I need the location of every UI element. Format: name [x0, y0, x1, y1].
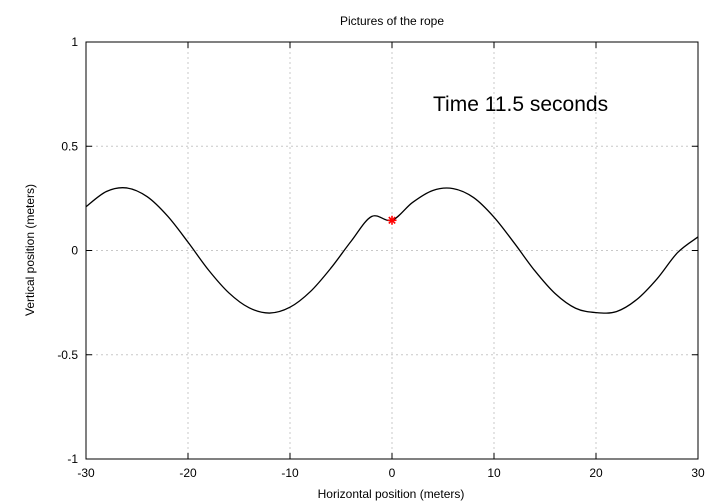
- tracked-point-marker: [387, 215, 397, 225]
- x-tick-label: 10: [487, 466, 501, 480]
- y-tick-label: 1: [71, 35, 78, 49]
- x-tick-label: 30: [691, 466, 705, 480]
- y-tick-label: 0: [71, 244, 78, 258]
- grid-lines: [86, 42, 698, 459]
- plot-area-frame: [85, 41, 699, 460]
- marker-stroke: [388, 216, 396, 225]
- y-tick-label: -0.5: [57, 348, 78, 362]
- chart-title: Pictures of the rope: [340, 14, 444, 28]
- x-axis-label: Horizontal position (meters): [318, 487, 465, 501]
- time-annotation: Time 11.5 seconds: [433, 93, 608, 116]
- y-tick-label: 0.5: [61, 139, 78, 153]
- x-tick-label: -20: [179, 466, 197, 480]
- y-tick-label: -1: [67, 452, 78, 466]
- x-tick-label: -10: [281, 466, 299, 480]
- y-axis-label: Vertical position (meters): [23, 184, 37, 316]
- x-tick-label: -30: [77, 466, 95, 480]
- x-tick-label: 0: [389, 466, 396, 480]
- x-tick-label: 20: [589, 466, 603, 480]
